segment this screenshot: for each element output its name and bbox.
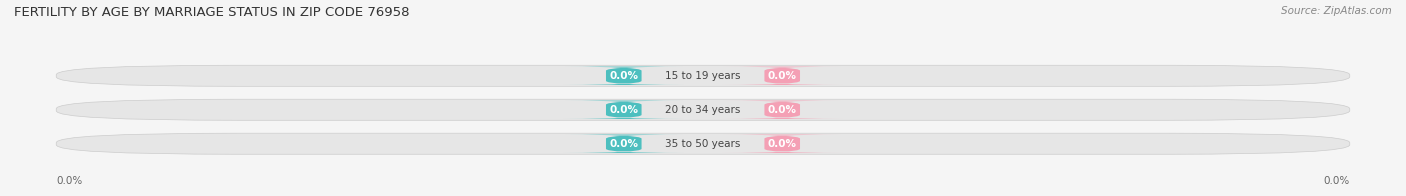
FancyBboxPatch shape <box>564 67 683 85</box>
Text: 0.0%: 0.0% <box>768 71 797 81</box>
Text: 0.0%: 0.0% <box>609 71 638 81</box>
Text: Source: ZipAtlas.com: Source: ZipAtlas.com <box>1281 6 1392 16</box>
Text: 0.0%: 0.0% <box>768 139 797 149</box>
Text: 15 to 19 years: 15 to 19 years <box>665 71 741 81</box>
Text: 20 to 34 years: 20 to 34 years <box>665 105 741 115</box>
Text: 0.0%: 0.0% <box>609 139 638 149</box>
FancyBboxPatch shape <box>723 67 842 85</box>
Text: 0.0%: 0.0% <box>56 176 83 186</box>
Text: 35 to 50 years: 35 to 50 years <box>665 139 741 149</box>
FancyBboxPatch shape <box>723 135 842 153</box>
FancyBboxPatch shape <box>723 101 842 119</box>
Text: 0.0%: 0.0% <box>1323 176 1350 186</box>
Legend: Married, Unmarried: Married, Unmarried <box>633 194 773 196</box>
FancyBboxPatch shape <box>564 101 683 119</box>
Text: FERTILITY BY AGE BY MARRIAGE STATUS IN ZIP CODE 76958: FERTILITY BY AGE BY MARRIAGE STATUS IN Z… <box>14 6 409 19</box>
FancyBboxPatch shape <box>56 65 1350 86</box>
Text: 0.0%: 0.0% <box>768 105 797 115</box>
FancyBboxPatch shape <box>56 99 1350 120</box>
Text: 0.0%: 0.0% <box>609 105 638 115</box>
FancyBboxPatch shape <box>56 133 1350 154</box>
FancyBboxPatch shape <box>564 135 683 153</box>
